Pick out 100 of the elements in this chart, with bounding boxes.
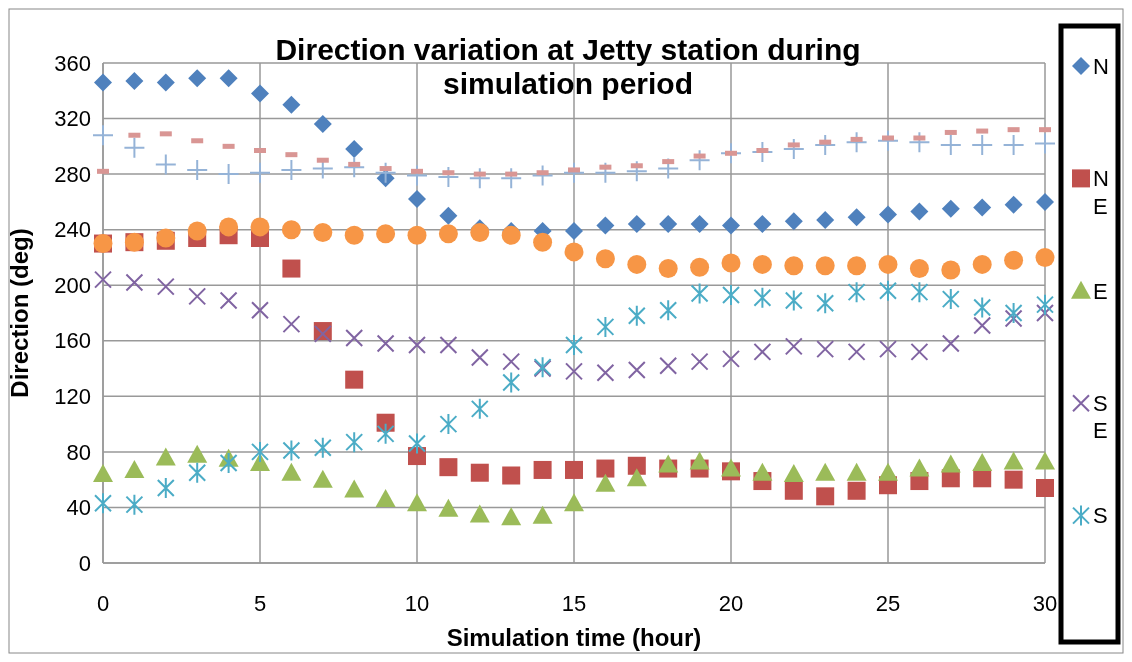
- point: [753, 215, 772, 234]
- point: [344, 225, 364, 245]
- point: [627, 304, 646, 327]
- point: [627, 215, 646, 234]
- x-tick-label: 10: [404, 591, 430, 616]
- point: [439, 458, 458, 477]
- point: [282, 439, 301, 462]
- point: [502, 466, 521, 485]
- point: [156, 277, 175, 296]
- point: [595, 473, 616, 492]
- y-tick-label: 80: [66, 439, 91, 465]
- legend-label: E: [1093, 278, 1108, 304]
- point: [1035, 247, 1055, 267]
- point: [595, 249, 615, 269]
- point: [847, 342, 866, 361]
- point: [439, 413, 458, 436]
- point: [941, 288, 960, 311]
- point: [815, 256, 835, 276]
- point: [565, 222, 583, 241]
- point: [125, 273, 144, 292]
- point: [218, 164, 239, 185]
- point: [722, 216, 740, 235]
- point: [470, 397, 489, 420]
- point: [155, 447, 176, 466]
- point: [722, 283, 740, 306]
- point: [469, 504, 490, 523]
- legend-label: N: [1093, 53, 1109, 79]
- point: [847, 208, 866, 227]
- point: [689, 451, 710, 470]
- point: [659, 356, 678, 375]
- point: [250, 162, 270, 183]
- point: [219, 217, 239, 237]
- point: [219, 69, 238, 88]
- point: [187, 444, 208, 463]
- point: [1004, 302, 1023, 324]
- point: [784, 256, 804, 276]
- point: [910, 202, 929, 221]
- point: [940, 454, 961, 473]
- point: [532, 505, 553, 524]
- legend-label: NE: [1093, 166, 1109, 219]
- point: [909, 458, 930, 477]
- point: [879, 205, 897, 224]
- point: [1036, 192, 1054, 211]
- point: [816, 340, 835, 359]
- point: [721, 253, 741, 273]
- point: [125, 493, 144, 516]
- point: [627, 456, 646, 475]
- point: [470, 222, 490, 242]
- point: [972, 134, 993, 155]
- point: [816, 210, 835, 229]
- x-tick-label: 20: [718, 591, 744, 616]
- point: [345, 431, 364, 454]
- point: [565, 362, 583, 381]
- point: [784, 481, 803, 500]
- point: [1003, 451, 1024, 470]
- point: [124, 137, 145, 158]
- point: [533, 232, 553, 252]
- point: [439, 206, 458, 225]
- point: [847, 481, 866, 500]
- point: [627, 360, 646, 379]
- point: [972, 254, 992, 274]
- point: [408, 432, 426, 455]
- y-axis-title: Direction (deg): [6, 228, 33, 398]
- point: [596, 315, 615, 338]
- point: [124, 459, 145, 478]
- y-tick-label: 360: [54, 50, 91, 76]
- point: [1035, 451, 1055, 470]
- point: [1035, 133, 1055, 154]
- point: [281, 220, 301, 240]
- point: [345, 370, 364, 389]
- point: [94, 492, 112, 515]
- point: [973, 296, 992, 319]
- point: [659, 299, 678, 322]
- point: [878, 462, 898, 481]
- point: [659, 215, 678, 234]
- point: [565, 460, 583, 479]
- point: [438, 224, 458, 244]
- point: [564, 242, 584, 262]
- point: [878, 254, 898, 274]
- point: [533, 460, 552, 479]
- legend-label: S: [1093, 503, 1108, 529]
- point: [251, 440, 269, 463]
- point: [1036, 293, 1054, 316]
- point: [1004, 470, 1023, 489]
- point: [596, 459, 615, 478]
- point: [439, 335, 458, 354]
- point: [941, 260, 961, 280]
- point: [408, 447, 426, 466]
- point: [282, 315, 301, 334]
- point: [846, 462, 867, 481]
- chart-title: Direction variation at Jetty station during simulation period: [275, 33, 861, 100]
- point: [94, 73, 112, 92]
- x-tick-label: 0: [96, 591, 110, 616]
- y-tick-label: 240: [54, 217, 91, 243]
- point: [251, 84, 269, 103]
- point: [973, 198, 992, 217]
- point: [847, 281, 866, 304]
- point: [125, 72, 144, 91]
- point: [93, 125, 113, 146]
- point: [281, 159, 302, 180]
